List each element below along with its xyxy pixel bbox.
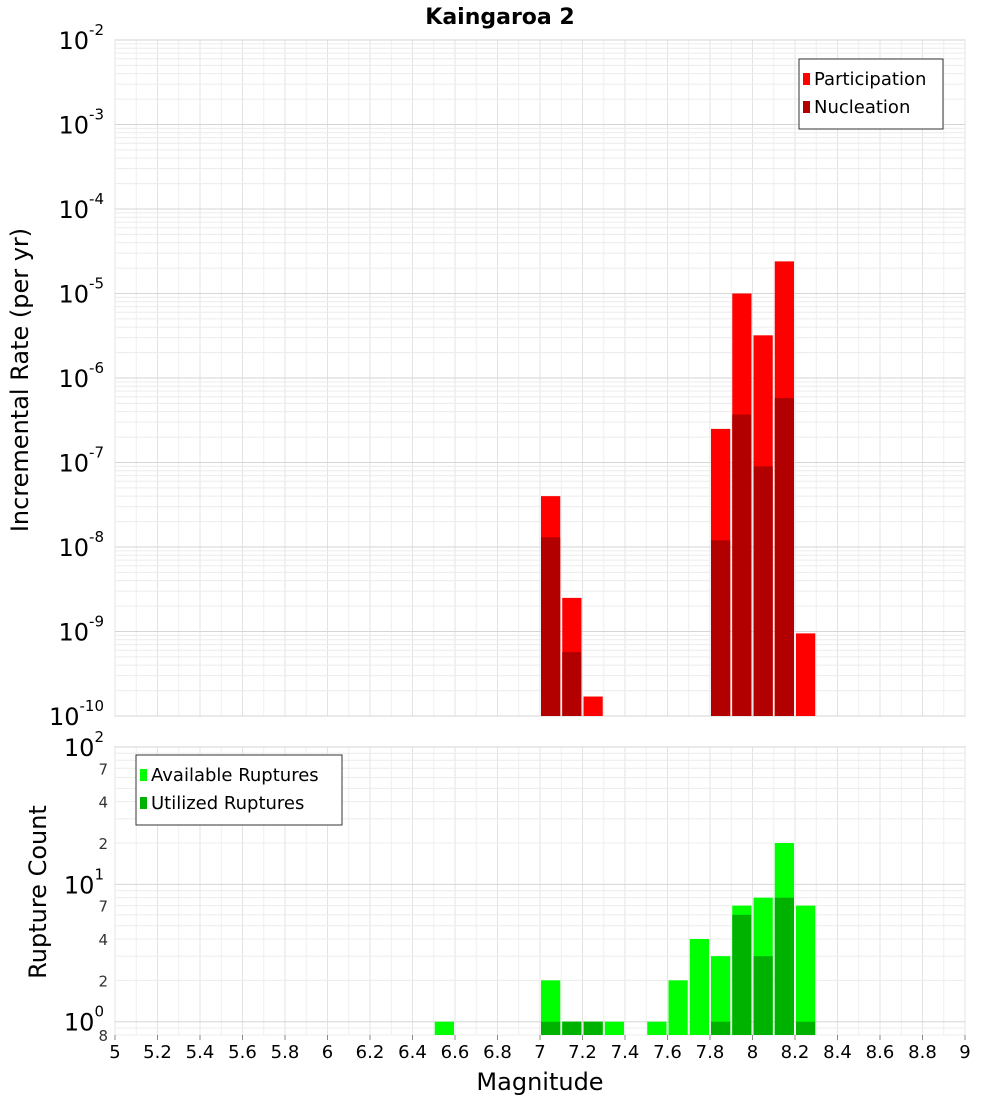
x-tick-label: 6.2 (356, 1042, 385, 1063)
rate-bar-b (711, 540, 731, 716)
x-tick-label: 5.2 (143, 1042, 172, 1063)
count-bar-b (583, 1021, 603, 1035)
count-bar-b (541, 1021, 561, 1035)
count-bars (434, 843, 816, 1035)
count-legend-label: Utilized Ruptures (151, 793, 304, 814)
rate-panel: 10-10 10-9 10-8 10-7 10-6 10-5 10-4 10-3 10-2 In… (6, 21, 966, 731)
count-grid (114, 746, 966, 1036)
count-y-tick-label: 102 (64, 728, 104, 762)
rate-y-tick-label: 10-6 (58, 359, 104, 393)
x-tick-label: 9 (959, 1042, 970, 1063)
rate-y-ticks: 10-10 10-9 10-8 10-7 10-6 10-5 10-4 10-3 10-2 (49, 21, 104, 731)
rate-bar-b (753, 466, 773, 716)
x-axis-label: Magnitude (476, 1068, 603, 1096)
rate-legend: Participation Nucleation (798, 58, 944, 130)
chart-title: Kaingaroa 2 (425, 5, 574, 30)
count-y-minor-tick-label: 4 (98, 931, 108, 949)
count-bar-a (689, 939, 709, 1035)
count-bar-a (541, 980, 561, 1035)
count-bar-b (732, 914, 752, 1035)
count-bar-b (562, 1021, 582, 1035)
rate-y-tick-label: 10-8 (58, 528, 104, 562)
count-y-minor-tick-label: 7 (98, 898, 108, 916)
x-tick-label: 6.6 (441, 1042, 470, 1063)
count-legend-swatch (140, 769, 147, 781)
rate-bar-b (732, 414, 752, 716)
x-tick-label: 8.6 (866, 1042, 895, 1063)
rate-y-tick-label: 10-7 (58, 444, 104, 478)
count-y-minor-tick-label: 4 (98, 794, 108, 812)
count-bar-b (796, 1021, 816, 1035)
rate-y-tick-label: 10-2 (58, 21, 104, 55)
rate-bar-a (583, 696, 603, 716)
rate-legend-box (798, 58, 944, 130)
x-tick-label: 5 (109, 1042, 120, 1063)
count-legend-box (135, 754, 343, 826)
count-y-axis-label: Rupture Count (24, 805, 52, 979)
count-y-minor-tick-label: 7 (98, 760, 108, 778)
x-tick-label: 6.8 (483, 1042, 512, 1063)
x-tick-label: 8.2 (781, 1042, 810, 1063)
x-tick-label: 7 (534, 1042, 545, 1063)
x-tick-label: 7.8 (696, 1042, 725, 1063)
rate-y-tick-label: 10-5 (58, 275, 104, 309)
rate-y-tick-label: 10-9 (58, 613, 104, 647)
x-tick-label: 8.8 (908, 1042, 937, 1063)
count-legend: Available Ruptures Utilized Ruptures (135, 754, 343, 826)
x-tick-label: 7.6 (653, 1042, 682, 1063)
x-tick-label: 8 (747, 1042, 758, 1063)
rate-bar-b (774, 397, 794, 716)
count-bar-a (434, 1021, 454, 1035)
rate-bars (541, 261, 816, 716)
count-bar-a (647, 1021, 667, 1035)
rate-y-tick-label: 10-3 (58, 106, 104, 140)
rate-grid (114, 39, 966, 717)
rate-y-axis-label: Incremental Rate (per yr) (6, 228, 34, 532)
x-tick-label: 5.4 (186, 1042, 215, 1063)
count-y-tick-label: 100 (64, 1003, 104, 1037)
x-tick-label: 6 (322, 1042, 333, 1063)
count-legend-label: Available Ruptures (151, 765, 319, 786)
count-bar-a (711, 956, 731, 1035)
x-ticks: 5 5.2 5.4 5.6 5.8 6 6.2 6.4 6.6 6.8 7 7.2 7.4 7.6 7.8 8… (109, 1035, 971, 1063)
x-tick-label: 8.4 (823, 1042, 852, 1063)
x-tick-label: 7.4 (611, 1042, 640, 1063)
x-tick-label: 5.8 (271, 1042, 300, 1063)
rate-legend-label: Nucleation (814, 97, 910, 118)
count-y-ticks: 100 101 102 8 2 4 7 2 4 7 (64, 728, 108, 1045)
count-bar-a (668, 980, 688, 1035)
rate-bar-b (541, 537, 561, 716)
rate-legend-label: Participation (814, 69, 926, 90)
rate-y-tick-label: 10-4 (58, 190, 104, 224)
count-bar-a (796, 905, 816, 1035)
x-tick-label: 6.4 (398, 1042, 427, 1063)
count-bar-a (604, 1021, 624, 1035)
count-panel: 100 101 102 8 2 4 7 2 4 7 Rupture Count Available… (24, 728, 971, 1096)
count-y-minor-tick-label: 2 (98, 835, 108, 853)
rate-bar-b (562, 652, 582, 716)
x-tick-label: 5.6 (228, 1042, 257, 1063)
count-bar-b (753, 956, 773, 1035)
rate-bar-a (796, 633, 816, 716)
rate-y-tick-label: 10-10 (49, 697, 104, 731)
rate-legend-swatch (803, 73, 810, 85)
count-y-minor-tick-label: 8 (98, 1027, 108, 1045)
count-bar-b (711, 1021, 731, 1035)
count-y-minor-tick-label: 2 (98, 972, 108, 990)
rate-legend-swatch (803, 101, 810, 113)
x-tick-label: 7.2 (568, 1042, 597, 1063)
count-y-tick-label: 101 (64, 865, 104, 899)
count-legend-swatch (140, 797, 147, 809)
count-bar-b (774, 897, 794, 1035)
